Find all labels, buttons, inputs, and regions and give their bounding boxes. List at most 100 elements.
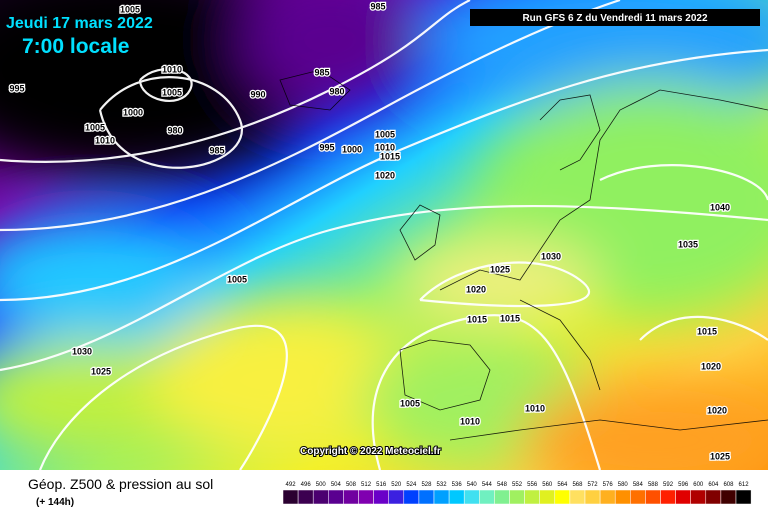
isobar-label: 1020 [375, 170, 395, 180]
isobar-label: 1010 [460, 416, 480, 426]
legend-swatch [448, 489, 465, 505]
isobar-label: 1005 [120, 4, 140, 14]
legend-value: 604 [708, 482, 719, 488]
legend-swatch [418, 489, 435, 505]
isobar-label: 990 [250, 89, 265, 99]
legend-value: 576 [603, 482, 614, 488]
legend-value: 540 [467, 482, 478, 488]
isobar-label: 1015 [500, 313, 520, 323]
isobar-label: 1010 [375, 142, 395, 152]
legend-swatch [373, 489, 389, 505]
isobar-label: 985 [314, 67, 329, 77]
legend-swatch [705, 489, 722, 505]
legend-swatch [554, 489, 571, 505]
isobar-label: 1010 [95, 135, 115, 145]
legend-value: 608 [723, 482, 734, 488]
legend-value: 524 [406, 482, 417, 488]
legend-swatch [312, 489, 329, 505]
legend-value: 556 [527, 482, 538, 488]
isobar-label: 1005 [400, 398, 420, 408]
isobar-label: 1020 [701, 361, 721, 371]
date-label: Jeudi 17 mars 2022 [6, 15, 153, 32]
legend-swatch [735, 489, 752, 505]
legend-value: 600 [693, 482, 704, 488]
isobar-label: 980 [167, 125, 182, 135]
isobar-label: 1015 [697, 326, 717, 336]
legend-swatch [720, 489, 737, 505]
legend-swatch [358, 489, 374, 505]
footer-title: Géop. Z500 & pression au sol [28, 476, 213, 492]
isobar-label: 1025 [91, 366, 111, 376]
legend-value: 536 [452, 482, 463, 488]
isobar-label: 995 [9, 83, 24, 93]
legend-swatch [599, 489, 616, 505]
legend-value: 568 [572, 482, 583, 488]
legend: 492 496 500 504 508 512 516 520 524 528 532 536 540 5… [282, 482, 752, 505]
run-box [470, 9, 760, 26]
legend-swatch [509, 489, 525, 505]
legend-value: 532 [437, 482, 448, 488]
isobar-label: 1040 [710, 202, 730, 212]
isobar-label: 1020 [466, 284, 486, 294]
legend-swatch [524, 489, 540, 505]
isobar-label: 1010 [162, 64, 182, 74]
legend-value: 520 [391, 482, 402, 488]
legend-value: 552 [512, 482, 523, 488]
isobar-label: 1025 [490, 264, 510, 274]
legend-value: 492 [286, 482, 297, 488]
legend-swatch [569, 489, 586, 505]
legend-value: 588 [648, 482, 659, 488]
legend-swatch [645, 489, 661, 505]
legend-swatch [433, 489, 450, 505]
legend-swatch [282, 489, 299, 505]
isobar-label: 985 [209, 145, 224, 155]
legend-swatch [463, 489, 480, 505]
field [0, 0, 768, 500]
legend-swatch [328, 489, 344, 505]
isobar-label: 1010 [525, 403, 545, 413]
run-label: Run GFS 6 Z du Vendredi 11 mars 2022 [522, 13, 708, 24]
isobar-label: 1015 [380, 151, 400, 161]
isobar-label: 1000 [123, 107, 143, 117]
legend-value: 564 [557, 482, 568, 488]
legend-swatch [479, 489, 495, 505]
legend-value: 508 [346, 482, 357, 488]
isobar-label: 1005 [162, 87, 182, 97]
isobar-label: 1015 [467, 314, 487, 324]
isobar-label: 985 [370, 1, 385, 11]
isobar-label: 1000 [342, 144, 362, 154]
legend-swatch [660, 489, 676, 505]
time-label: 7:00 locale [22, 35, 129, 58]
isobar-label: 980 [329, 86, 344, 96]
legend-value: 528 [421, 482, 432, 488]
legend-value: 612 [739, 482, 750, 488]
legend-value: 584 [633, 482, 644, 488]
isobar-label: 1030 [541, 251, 561, 261]
legend-swatch [630, 489, 646, 505]
legend-value: 572 [588, 482, 599, 488]
isobar-label: 995 [319, 142, 334, 152]
legend-value: 500 [316, 482, 327, 488]
legend-value: 504 [331, 482, 342, 488]
legend-swatch [675, 489, 691, 505]
isobar-label: 1005 [85, 122, 105, 132]
legend-value: 592 [663, 482, 674, 488]
legend-swatch [494, 489, 510, 505]
isobar-label: 1020 [707, 405, 727, 415]
legend-value: 548 [497, 482, 508, 488]
legend-value: 596 [678, 482, 689, 488]
legend-value: 516 [376, 482, 387, 488]
isobar-label: 1030 [72, 346, 92, 356]
isobar-label: 1005 [227, 274, 247, 284]
legend-swatch [403, 489, 420, 505]
isobar-label: 1035 [678, 239, 698, 249]
legend-swatch [388, 489, 405, 505]
legend-swatch [690, 489, 707, 505]
legend-value: 544 [482, 482, 493, 488]
footer-subtitle: (+ 144h) [36, 497, 74, 508]
copyright: Copyright © 2022 Meteociel.fr [300, 446, 441, 457]
legend-value: 512 [361, 482, 372, 488]
legend-swatch [343, 489, 359, 505]
